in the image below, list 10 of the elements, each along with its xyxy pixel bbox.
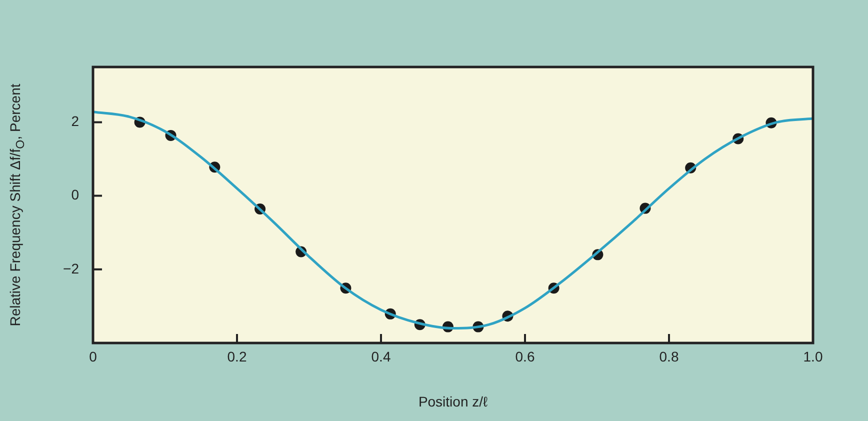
x-tick-label: 0.4	[371, 348, 391, 364]
x-tick-label: 1.0	[803, 348, 823, 364]
x-tick-label: 0	[89, 348, 98, 364]
x-tick-label: 0.2	[227, 348, 247, 364]
x-tick-label: 0.6	[515, 348, 535, 364]
y-tick-label: 0	[71, 186, 80, 203]
y-tick-label: 2	[71, 113, 80, 130]
y-tick-label: −2	[63, 260, 80, 276]
x-tick-label: 0.8	[659, 348, 679, 364]
x-axis-title: Position z/ℓ	[418, 393, 488, 410]
